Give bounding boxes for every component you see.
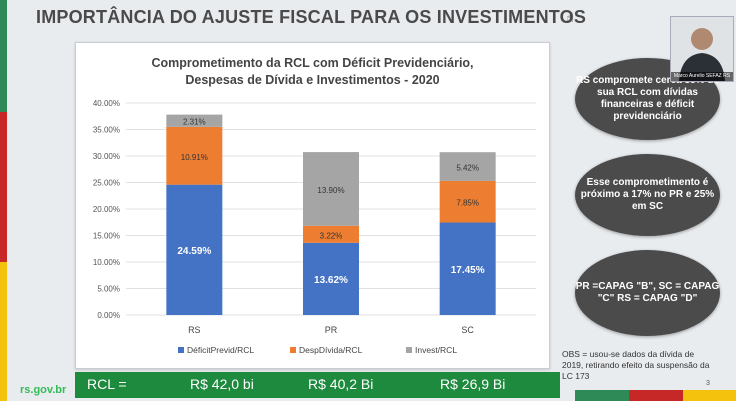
y-tick-label: 30.00% bbox=[93, 152, 120, 161]
bar-segment bbox=[166, 114, 223, 127]
info-bubble-capag: PR =CAPAG "B", SC = CAPAG "C" RS = CAPAG… bbox=[575, 250, 720, 336]
rcl-value-pr: R$ 40,2 Bi bbox=[308, 376, 374, 392]
bar-segment bbox=[303, 152, 359, 226]
bar-segment bbox=[166, 126, 223, 185]
bar-segment bbox=[439, 180, 496, 223]
hand-cursor-icon: ☝ bbox=[566, 10, 574, 25]
data-label: 5.42% bbox=[456, 164, 479, 173]
data-label: 13.90% bbox=[317, 186, 344, 195]
legend-swatch bbox=[290, 347, 296, 353]
chart-title-line2: Despesas de Dívida e Investimentos - 202… bbox=[185, 73, 440, 87]
y-tick-label: 40.00% bbox=[93, 99, 120, 108]
x-category-label: RS bbox=[188, 325, 201, 335]
data-label: 24.59% bbox=[177, 246, 211, 257]
data-label: 2.31% bbox=[183, 118, 206, 127]
stacked-bar-chart: 0.00% 5.00% 10.00% 15.00% 20.00% 25.00% 30.00%… bbox=[93, 99, 536, 355]
info-bubble-comparison: Esse comprometimento é próximo a 17% no … bbox=[575, 154, 720, 236]
bar-segment bbox=[166, 184, 223, 315]
data-label: 3.22% bbox=[320, 231, 343, 240]
y-tick-label: 25.00% bbox=[93, 179, 120, 188]
stripe-yellow bbox=[0, 262, 7, 401]
stripe-green bbox=[0, 0, 7, 112]
webcam-thumbnail[interactable]: Marco Aurelio SEFAZ RS bbox=[670, 16, 734, 82]
page-number: 3 bbox=[706, 380, 710, 387]
legend-label: DéficitPrevid/RCL bbox=[187, 345, 254, 355]
x-category-label: SC bbox=[461, 325, 474, 335]
legend-swatch bbox=[178, 347, 184, 353]
bar-segment bbox=[439, 152, 496, 181]
bar-segment bbox=[439, 222, 496, 315]
y-tick-label: 10.00% bbox=[93, 258, 120, 267]
data-label: 13.62% bbox=[314, 275, 348, 286]
y-tick-label: 35.00% bbox=[93, 126, 120, 135]
x-category-label: PR bbox=[325, 325, 338, 335]
footer-site: rs.gov.br bbox=[20, 384, 67, 396]
webcam-name: Marco Aurelio SEFAZ RS bbox=[671, 72, 733, 81]
y-tick-label: 5.00% bbox=[97, 285, 120, 294]
data-label: 17.45% bbox=[451, 265, 485, 276]
slide-title: IMPORTÂNCIA DO AJUSTE FISCAL PARA OS INV… bbox=[36, 7, 587, 27]
legend-swatch bbox=[406, 347, 412, 353]
rcl-value-sc: R$ 26,9 Bi bbox=[440, 376, 506, 392]
stripe-red bbox=[0, 112, 7, 262]
data-label: 7.85% bbox=[456, 199, 479, 208]
obs-note: OBS = usou-se dados da dívida de 2019, r… bbox=[562, 349, 710, 381]
y-tick-label: 20.00% bbox=[93, 205, 120, 214]
rcl-label: RCL = bbox=[87, 376, 127, 392]
chart-title: Comprometimento da RCL com Déficit Previ… bbox=[76, 55, 549, 89]
data-label: 10.91% bbox=[181, 153, 208, 162]
y-tick-label: 15.00% bbox=[93, 232, 120, 241]
rcl-bar: RCL = R$ 42,0 bi R$ 40,2 Bi R$ 26,9 Bi bbox=[75, 372, 560, 398]
bar-segment bbox=[303, 242, 359, 315]
bar-segment bbox=[303, 225, 359, 243]
left-color-stripe bbox=[0, 0, 7, 401]
legend-label: DespDívida/RCL bbox=[299, 345, 363, 355]
chart-card: Comprometimento da RCL com Déficit Previ… bbox=[75, 42, 550, 369]
footer-color-strip bbox=[575, 390, 736, 401]
legend-label: Invest/RCL bbox=[415, 345, 457, 355]
y-tick-label: 0.00% bbox=[97, 311, 120, 320]
rcl-value-rs: R$ 42,0 bi bbox=[190, 376, 254, 392]
chart-title-line1: Comprometimento da RCL com Déficit Previ… bbox=[151, 56, 474, 70]
